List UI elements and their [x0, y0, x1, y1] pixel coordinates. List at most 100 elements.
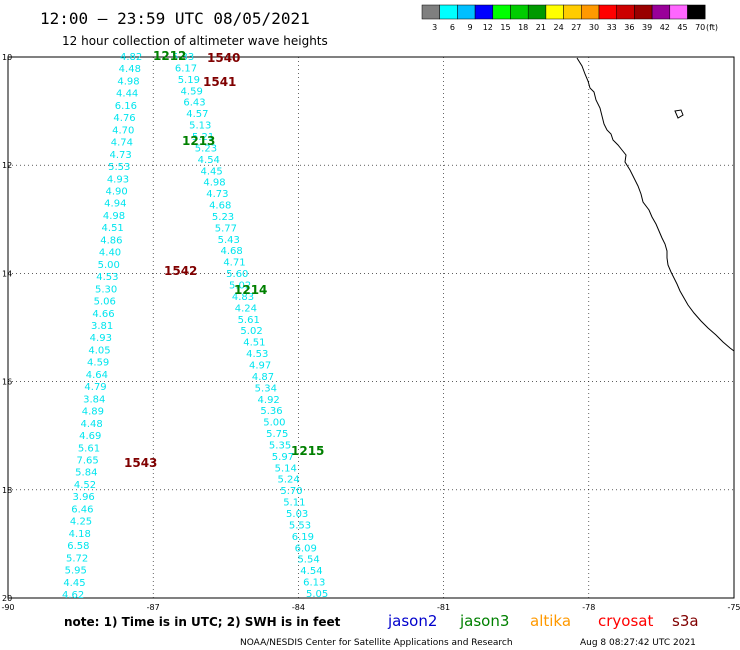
island-outline	[674, 109, 684, 119]
wave-height-label: 4.93	[90, 333, 112, 344]
legend-swatch	[634, 4, 653, 20]
lon-tick-label: -81	[437, 603, 450, 612]
wave-height-label: 4.98	[103, 211, 125, 222]
wave-height-label: 4.68	[220, 246, 242, 257]
pass-label: 1540	[207, 51, 240, 65]
wave-track-b: 5.336.175.194.596.434.575.135.215.234.54…	[172, 52, 328, 600]
wave-height-label: 5.36	[260, 406, 282, 417]
wave-height-label: 4.51	[102, 223, 124, 234]
pass-label: 1214	[234, 283, 267, 297]
map-title: 12:00 – 23:59 UTC 08/05/2021	[40, 9, 310, 28]
lat-tick-label: 14	[2, 269, 12, 278]
wave-height-label: 6.58	[67, 541, 89, 552]
wave-height-label: 4.54	[300, 566, 322, 577]
lat-tick-label: 12	[2, 161, 12, 170]
wave-height-label: 5.84	[75, 468, 97, 479]
wave-track-a: 4.824.484.984.446.164.764.704.744.735.53…	[62, 52, 142, 601]
wave-height-label: 5.03	[286, 509, 308, 520]
legend-swatch	[651, 4, 671, 20]
legend-label: 6	[450, 23, 455, 32]
wave-height-label: 4.40	[99, 248, 121, 259]
wave-height-label: 4.68	[209, 201, 231, 212]
wave-height-label: 5.23	[212, 212, 234, 223]
wave-height-label: 4.18	[69, 529, 91, 540]
wave-height-label: 4.76	[113, 113, 135, 124]
footer-timestamp: Aug 8 08:27:42 UTC 2021	[580, 638, 696, 648]
wave-height-label: 4.59	[87, 358, 109, 369]
wave-height-label: 6.17	[175, 63, 197, 74]
wave-height-label: 4.92	[258, 395, 280, 406]
wave-height-label: 5.77	[215, 223, 237, 234]
legend-label: 30	[589, 23, 599, 32]
wave-height-label: 4.83	[232, 292, 254, 303]
wave-height-label: 4.45	[63, 578, 85, 589]
legend-swatch	[581, 4, 600, 20]
legend-swatch	[510, 4, 529, 20]
satellite-legend: jason2 jason3 altika cryosat s3a	[387, 612, 699, 630]
wave-height-label: 4.05	[88, 345, 110, 356]
wave-height-label: 4.82	[120, 52, 142, 63]
wave-height-label: 4.74	[111, 138, 133, 149]
wave-height-label: 4.44	[116, 89, 138, 100]
wave-height-label: 5.14	[275, 463, 297, 474]
wave-height-label: 4.64	[86, 370, 108, 381]
wave-height-label: 6.13	[303, 578, 325, 589]
footer-credit: NOAA/NESDIS Center for Satellite Applica…	[240, 638, 513, 648]
footer-note: note: 1) Time is in UTC; 2) SWH is in fe…	[64, 615, 341, 629]
wave-height-label: 5.00	[98, 260, 120, 271]
wave-height-label: 5.43	[218, 235, 240, 246]
map-subtitle: 12 hour collection of altimeter wave hei…	[62, 34, 328, 48]
wave-height-label: 5.13	[189, 121, 211, 132]
wave-height-label: 6.46	[71, 504, 93, 515]
lat-tick-label: 16	[2, 378, 12, 387]
wave-height-label: 5.35	[269, 440, 291, 451]
wave-height-label: 4.48	[119, 64, 141, 75]
legend-label: 18	[518, 23, 528, 32]
lat-tick-label: 18	[2, 486, 12, 495]
wave-height-label: 4.57	[186, 109, 208, 120]
wave-height-label: 6.19	[292, 532, 314, 543]
pass-label: 1215	[291, 444, 324, 458]
wave-height-label: 4.94	[104, 199, 126, 210]
wave-height-label: 6.16	[115, 101, 137, 112]
legend-unit: (ft)	[706, 23, 718, 32]
wave-height-label: 4.79	[84, 382, 106, 393]
wave-height-label: 5.00	[263, 418, 285, 429]
wave-height-label: 4.90	[106, 187, 128, 198]
wave-height-label: 5.23	[195, 143, 217, 154]
satellite-name: s3a	[672, 612, 699, 630]
wave-height-label: 5.24	[277, 475, 299, 486]
wave-height-label: 5.95	[65, 566, 87, 577]
wave-height-label: 4.73	[206, 189, 228, 200]
wave-height-label: 5.30	[95, 284, 117, 295]
wave-height-label: 5.11	[283, 498, 305, 509]
wave-height-label: 4.54	[198, 155, 220, 166]
legend-label: 3	[432, 23, 437, 32]
wave-height-label: 4.98	[203, 178, 225, 189]
wave-height-label: 6.09	[295, 543, 317, 554]
wave-height-label: 5.54	[297, 555, 319, 566]
legend-label: 15	[500, 23, 510, 32]
wave-height-label: 4.62	[62, 590, 84, 601]
lat-tick-label: 20	[2, 594, 12, 603]
pass-label: 1212	[153, 49, 186, 63]
wave-height-label: 5.53	[108, 162, 130, 173]
wave-height-label: 4.97	[249, 360, 271, 371]
wave-height-label: 3.84	[83, 394, 105, 405]
wave-height-label: 4.53	[96, 272, 118, 283]
wave-height-label: 5.75	[266, 429, 288, 440]
legend-label: 27	[571, 23, 581, 32]
wave-height-label: 5.97	[272, 452, 294, 463]
pass-label: 1543	[124, 456, 157, 470]
wave-height-label: 5.19	[178, 75, 200, 86]
lon-tick-label: -87	[147, 603, 160, 612]
legend-swatch	[421, 4, 440, 20]
wave-height-label: 5.60	[226, 269, 248, 280]
satellite-name: jason3	[459, 612, 509, 630]
legend-label: 33	[607, 23, 617, 32]
satellite-name: jason2	[387, 612, 437, 630]
legend-swatch	[457, 4, 476, 20]
wave-height-label: 5.61	[238, 315, 260, 326]
